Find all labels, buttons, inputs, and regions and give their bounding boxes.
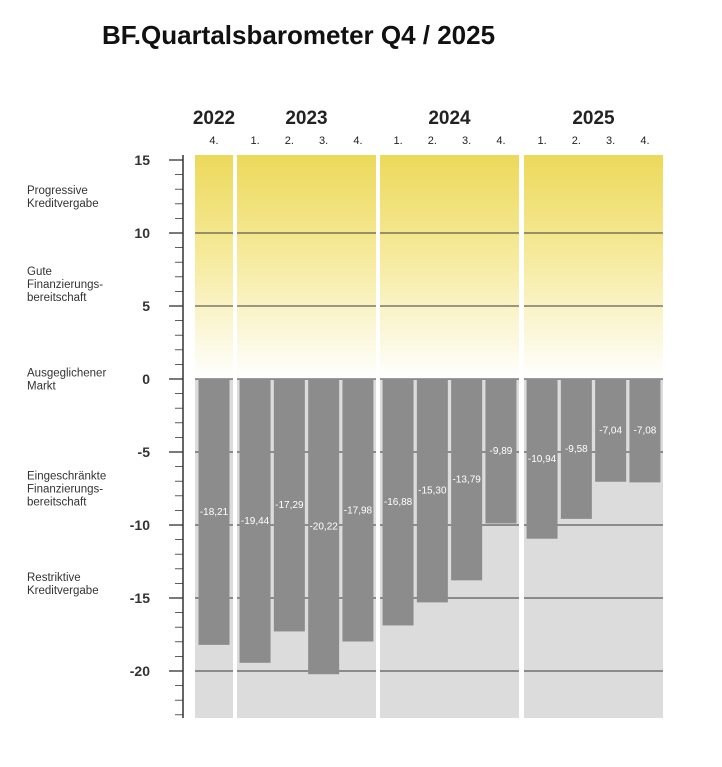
bar [342,379,374,642]
y-tick-label: 10 [134,225,150,241]
year-label: 2022 [193,108,235,129]
year-label: 2024 [428,108,471,129]
quarter-label: 3. [606,135,615,147]
zone-label-line: Markt [27,381,57,393]
positive-zone-panel-3 [524,155,663,379]
bar-value-label: -16,88 [384,497,413,508]
bar [239,379,271,663]
zone-label-line: Finanzierungs- [27,279,103,291]
positive-zone-panel-2 [380,155,519,379]
bar-value-label: -17,29 [275,500,304,511]
bar [629,379,661,483]
bar [273,379,305,632]
bar-value-label: -15,30 [418,486,447,497]
bar [595,379,627,482]
bar [382,379,414,626]
zone-label: Progressive Kreditvergabe [27,185,99,210]
zone-label-line: Kreditvergabe [27,585,99,597]
y-tick-label: -15 [130,590,150,606]
zone-label-line: Ausgeglichener [27,368,106,380]
bar [451,379,483,581]
zone-label-line: Progressive [27,185,88,197]
bar [308,379,340,675]
quarter-label: 2. [428,135,437,147]
zone-label: Ausgeglichener Markt [27,368,106,393]
year-label: 2023 [285,108,327,129]
bar-value-label: -9,58 [565,444,588,455]
bar [526,379,558,539]
bar-value-label: -18,21 [200,507,229,518]
bar-value-label: -19,44 [241,516,270,527]
zone-label-line: bereitschaft [27,497,87,509]
quarter-label: 3. [462,135,471,147]
zone-label-line: Kreditvergabe [27,198,99,210]
bar-value-label: -17,98 [344,505,373,516]
quarter-label: 4. [353,135,362,147]
zone-label-line: Gute [27,266,52,278]
zone-label-line: Finanzierungs- [27,484,103,496]
zone-label: Restriktive Kreditvergabe [27,572,99,597]
zone-label: Eingeschränkte Finanzierungs-bereitschaft [27,471,106,509]
quarter-label: 1. [537,135,546,147]
bar-value-label: -20,22 [309,522,338,533]
bar [485,379,517,524]
zone-label-line: bereitschaft [27,292,87,304]
zone-label-line: Eingeschränkte [27,471,106,483]
bar-value-label: -9,89 [490,446,513,457]
quarter-label: 1. [393,135,402,147]
year-label: 2025 [572,108,615,129]
quarter-label: 2. [285,135,294,147]
bar [198,379,230,645]
y-tick-label: 15 [134,152,150,168]
positive-zone-panel-1 [237,155,376,379]
y-tick-label: 5 [142,298,150,314]
bar [416,379,448,603]
zone-label-line: Restriktive [27,572,81,584]
bars [198,379,661,675]
y-tick-label: -10 [130,517,150,533]
quarter-label: 4. [640,135,649,147]
y-axis [169,155,184,718]
zone-label: Gute Finanzierungs-bereitschaft [27,266,103,304]
quarter-label: 3. [319,135,328,147]
quarter-label: 4. [209,135,218,147]
chart-title: BF.Quartalsbarometer Q4 / 2025 [102,20,496,50]
bar-value-label: -13,79 [452,475,481,486]
y-tick-label: 0 [142,371,150,387]
y-tick-label: -20 [130,663,150,679]
quarter-label: 4. [496,135,505,147]
quarter-label: 1. [250,135,259,147]
bar-value-label: -10,94 [528,454,557,465]
positive-zone-panel-0 [195,155,233,379]
bar-value-label: -7,04 [599,425,622,436]
labels: -18,21 4. 2022 -19,44 1. -17,29 2. -20,22 3. -17,… [27,108,657,679]
bar [560,379,592,519]
quarter-label: 2. [572,135,581,147]
y-tick-label: -5 [138,444,151,460]
bar-value-label: -7,08 [634,426,657,437]
